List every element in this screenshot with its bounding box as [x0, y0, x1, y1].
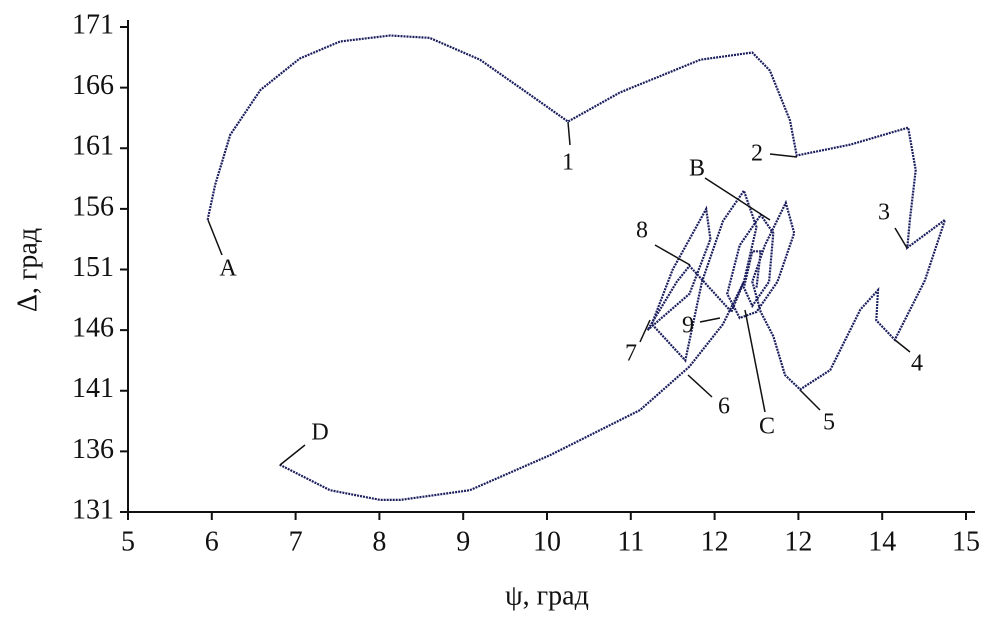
leader-line	[704, 177, 771, 221]
y-tick-label: 141	[72, 373, 114, 404]
annotation: 3	[878, 200, 890, 226]
trajectory	[279, 188, 758, 501]
annotation: 8	[636, 218, 648, 244]
y-axis-label: Δ, град	[12, 228, 43, 312]
leader-line	[699, 317, 721, 323]
annotation: 9	[682, 313, 694, 339]
y-tick-label: 131	[72, 494, 114, 525]
annotation: A	[219, 256, 237, 282]
y-tick-label: 151	[72, 252, 114, 283]
annotation: 2	[751, 141, 763, 167]
trajectory	[206, 34, 948, 391]
annotation: 7	[625, 341, 637, 367]
annotation: 4	[911, 351, 923, 377]
y-tick-label: 166	[72, 70, 114, 101]
annotation: 5	[823, 410, 835, 436]
leader-line	[687, 374, 713, 398]
annotation: 1	[562, 150, 574, 176]
leader-line	[744, 309, 766, 413]
leader-line	[207, 219, 223, 256]
x-tick-label: 9	[456, 526, 470, 557]
x-tick-label: 10	[533, 526, 561, 557]
x-tick-label: 14	[868, 526, 896, 557]
x-tick-label: 5	[121, 526, 135, 557]
x-tick-label: 15	[952, 526, 980, 557]
leader-line	[567, 121, 571, 146]
leader-line	[799, 389, 821, 411]
leader-line	[639, 319, 651, 343]
x-tick-label: 8	[372, 526, 386, 557]
leader-line	[279, 444, 306, 466]
x-tick-label: 12	[784, 526, 812, 557]
annotation: 6	[718, 394, 730, 420]
y-tick-label: 146	[72, 313, 114, 344]
x-tick-label: 11	[617, 526, 644, 557]
x-axis-label: ψ, град	[505, 580, 589, 611]
annotation: B	[689, 156, 705, 182]
x-tick-label: 7	[289, 526, 303, 557]
y-tick-label: 156	[72, 191, 114, 222]
annotation: D	[311, 420, 328, 446]
annotation: C	[759, 414, 775, 440]
leader-line	[894, 227, 908, 249]
x-tick-label: 12	[701, 526, 729, 557]
leader-line	[894, 339, 911, 353]
y-tick-label: 136	[72, 434, 114, 465]
leader-line	[769, 153, 798, 158]
leader-line	[654, 244, 691, 266]
y-tick-label: 171	[72, 9, 114, 40]
y-tick-label: 161	[72, 131, 114, 162]
x-tick-label: 6	[205, 526, 219, 557]
